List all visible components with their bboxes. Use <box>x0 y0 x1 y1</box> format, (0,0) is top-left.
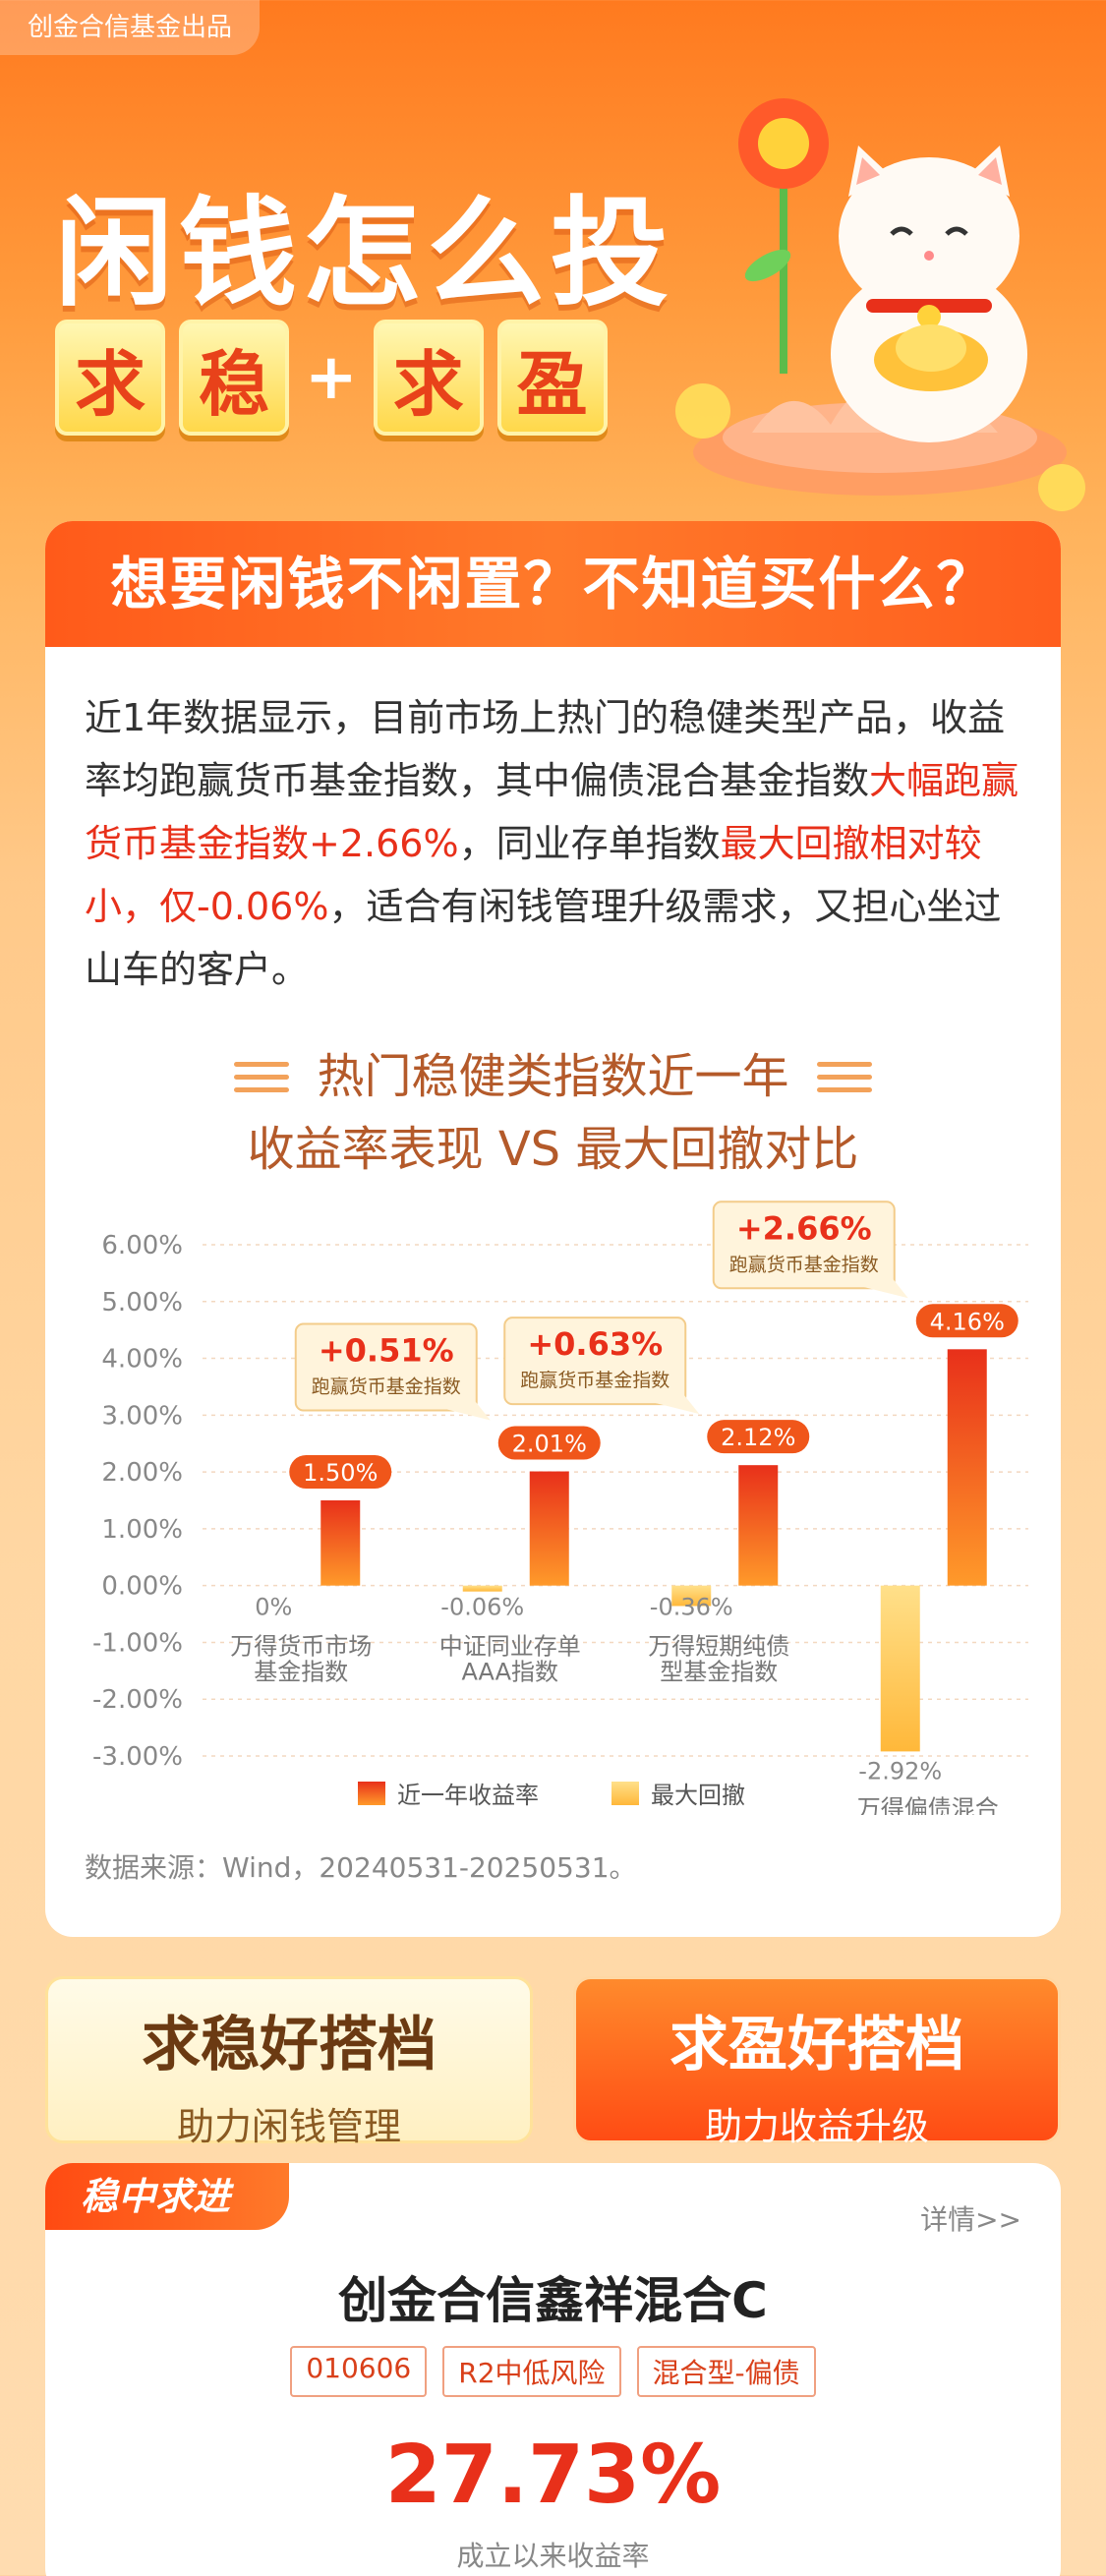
category-label: 万得短期纯债 <box>648 1633 789 1661</box>
tab-steady-subtitle: 助力闲钱管理 <box>176 2105 401 2148</box>
drawdown-data-label: 0% <box>255 1594 292 1621</box>
y-tick-label: 2.00% <box>101 1458 183 1488</box>
data-source-note: 数据来源：Wind，20240531-20250531。 <box>85 1851 637 1884</box>
intro-paragraph: 近1年数据显示，目前市场上热门的稳健类型产品，收益率均跑赢货币基金指数，其中偏债… <box>45 647 1061 1001</box>
callout-value: +0.63% <box>527 1325 663 1363</box>
fund-return-label: 成立以来收益率 <box>456 2540 650 2572</box>
y-tick-label: 4.00% <box>101 1345 183 1375</box>
return-bar <box>320 1500 361 1586</box>
tab-steady-title: 求稳好搭档 <box>142 2011 437 2079</box>
tab-steady[interactable]: 求稳好搭档 助力闲钱管理 <box>45 1976 533 2148</box>
return-bar <box>529 1471 569 1586</box>
drawdown-bar <box>671 1585 712 1607</box>
drawdown-data-label: -2.92% <box>858 1757 942 1785</box>
callout-box <box>712 1200 896 1290</box>
category-label: 万得货币市场 <box>230 1633 372 1661</box>
y-tick-label: -2.00% <box>92 1685 183 1715</box>
fund-type-tag: 混合型-偏债 <box>636 2346 816 2397</box>
tag-qiu-2: 求 <box>373 320 484 436</box>
intro-text-2: ，同业存单指数 <box>458 822 721 865</box>
y-tick-label: 6.00% <box>101 1231 183 1260</box>
drawdown-bar <box>462 1585 502 1592</box>
tab-gain-subtitle: 助力收益升级 <box>704 2105 929 2148</box>
y-tick-label: 3.00% <box>101 1401 183 1431</box>
legend-swatch-drawdown <box>611 1782 639 1805</box>
y-tick-label: 1.00% <box>101 1515 183 1545</box>
category-label: 型基金指数 <box>660 1659 778 1686</box>
lucky-cat-illustration <box>675 98 1085 511</box>
fund-code-tag: 010606 <box>290 2346 428 2397</box>
fund-risk-tag: R2中低风险 <box>442 2346 621 2397</box>
hero-tags: 求 稳 + 求 盈 <box>55 320 621 436</box>
fund-tags: 010606 R2中低风险 混合型-偏债 <box>45 2346 1061 2397</box>
category-label: AAA指数 <box>461 1659 558 1686</box>
callout-pointer <box>652 1384 700 1415</box>
chart-title: 热门稳健类指数近一年 收益率表现 VS 最大回撤对比 <box>45 1040 1061 1186</box>
legend-swatch-return <box>358 1782 385 1805</box>
y-tick-label: 0.00% <box>101 1572 183 1602</box>
fund-ribbon: 稳中求进 <box>45 2163 289 2230</box>
fund-return-value: 27.73% <box>384 2429 722 2522</box>
category-label: 基金指数 <box>254 1659 348 1686</box>
drawdown-data-label: -0.36% <box>650 1594 733 1621</box>
callout-box <box>503 1317 687 1406</box>
title-decoration-left <box>234 1061 290 1092</box>
intro-highlight-2: 最大回撤相对较小，仅-0.06% <box>85 822 982 928</box>
return-data-label: 4.16% <box>930 1308 1005 1335</box>
tab-gain-title: 求盈好搭档 <box>669 2011 964 2079</box>
callout-pointer <box>442 1390 491 1421</box>
return-data-label: 2.01% <box>512 1431 587 1458</box>
callout-note: 跑赢货币基金指数 <box>729 1254 879 1275</box>
bar-chart: 6.00% 5.00% 4.00% 3.00% 2.00% 1.00% 0.00% -1.00… <box>92 1200 1028 1847</box>
callout-note: 跑赢货币基金指数 <box>312 1376 461 1398</box>
y-tick-label: -1.00% <box>92 1628 183 1658</box>
return-data-label: 1.50% <box>303 1459 378 1487</box>
tag-plus: + <box>305 341 358 414</box>
intro-highlight-1: 大幅跑赢货币基金指数+2.66% <box>85 759 1019 865</box>
y-tick-label: -3.00% <box>92 1742 183 1772</box>
return-data-label: 2.12% <box>721 1424 795 1451</box>
intro-text-1: 近1年数据显示，目前市场上热门的稳健类型产品，收益率均跑赢货币基金指数，其中偏债… <box>85 696 1006 802</box>
fund-card[interactable]: 稳中求进 详情>> 创金合信鑫祥混合C 010606 R2中低风险 混合型-偏债… <box>45 2163 1061 2576</box>
tab-gain[interactable]: 求盈好搭档 助力收益升级 <box>573 1976 1061 2148</box>
legend-label-drawdown: 最大回撤 <box>651 1782 745 1809</box>
hero-title: 闲钱怎么投 <box>55 186 674 322</box>
callout-value: +2.66% <box>736 1209 872 1247</box>
legend-label-return: 近一年收益率 <box>397 1782 539 1809</box>
detail-link[interactable]: 详情>> <box>920 2203 1021 2236</box>
callout-pointer <box>860 1268 908 1299</box>
return-label-bg <box>289 1455 392 1489</box>
drawdown-data-label: -0.06% <box>440 1594 524 1621</box>
tag-qiu-1: 求 <box>55 320 165 436</box>
category-label: 中证同业存单 <box>439 1633 581 1661</box>
index-comparison-card: 想要闲钱不闲置？不知道买什么？ 近1年数据显示，目前市场上热门的稳健类型产品，收… <box>45 521 1061 1937</box>
drawdown-bar <box>880 1585 920 1752</box>
tag-wen: 稳 <box>179 320 289 436</box>
return-label-bg <box>915 1304 1019 1338</box>
category-label: 万得偏债混合 <box>857 1794 999 1815</box>
chart-title-line2: 收益率表现 VS 最大回撤对比 <box>247 1122 859 1177</box>
intro-text-3: ，适合有闲钱管理升级需求，又担心坐过山车的客户。 <box>85 885 1002 991</box>
fund-name: 创金合信鑫祥混合C <box>338 2272 768 2329</box>
callout-note: 跑赢货币基金指数 <box>520 1370 669 1391</box>
callout-value: +0.51% <box>319 1332 454 1370</box>
return-bar <box>947 1349 987 1586</box>
card-heading: 想要闲钱不闲置？不知道买什么？ <box>45 521 1061 647</box>
return-bar <box>738 1465 779 1586</box>
chart-title-line1: 热门稳健类指数近一年 <box>317 1049 789 1104</box>
fund-tabs: 求稳好搭档 助力闲钱管理 求盈好搭档 助力收益升级 <box>45 1976 1061 2148</box>
return-label-bg <box>707 1420 810 1454</box>
producer-badge: 创金合信基金出品 <box>0 0 261 55</box>
tag-ying: 盈 <box>496 320 608 436</box>
y-tick-label: 5.00% <box>101 1288 183 1317</box>
title-decoration-right <box>816 1061 872 1092</box>
return-label-bg <box>497 1426 601 1460</box>
callout-box <box>294 1322 478 1412</box>
